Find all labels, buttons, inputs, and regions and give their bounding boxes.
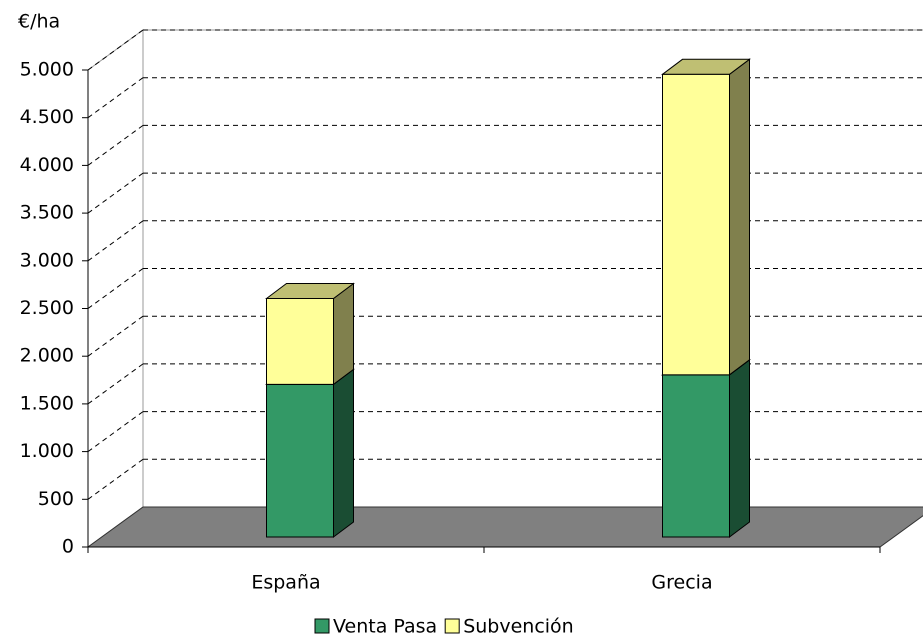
y-tick-label: 5.000 <box>20 59 74 81</box>
y-tick-label: 1.000 <box>20 440 74 462</box>
grid-line <box>87 458 144 500</box>
grid-line <box>87 363 144 405</box>
side-wall <box>87 29 144 548</box>
legend-label: Subvención <box>463 616 574 637</box>
grid-line <box>87 315 144 357</box>
grid-line <box>87 172 144 214</box>
y-tick-label: 4.500 <box>20 106 74 128</box>
bar <box>266 298 334 385</box>
x-tick-label: España <box>251 572 320 594</box>
y-tick-label: 2.000 <box>20 345 74 367</box>
y-tick-label: 1.500 <box>20 392 74 414</box>
bar <box>662 374 730 538</box>
y-tick-label: 2.500 <box>20 297 74 319</box>
x-tick-label: Grecia <box>651 572 712 594</box>
y-axis-label: €/ha <box>18 11 60 33</box>
y-tick-label: 4.000 <box>20 154 74 176</box>
bar-side <box>333 368 354 538</box>
bar <box>266 383 334 538</box>
grid-line <box>87 220 144 262</box>
y-tick-label: 3.000 <box>20 249 74 271</box>
bar-side <box>729 358 750 538</box>
bar-side <box>333 282 354 386</box>
bar-top <box>265 283 355 299</box>
bar-top <box>660 58 752 75</box>
grid-line <box>87 29 144 71</box>
legend-label: Venta Pasa <box>333 616 437 637</box>
bar <box>662 73 730 376</box>
grid-line <box>87 124 144 166</box>
floor <box>86 506 923 548</box>
grid-line <box>87 77 144 119</box>
bar-side <box>729 58 750 376</box>
y-tick-label: 500 <box>38 488 74 510</box>
y-tick-label: 0 <box>62 536 74 558</box>
legend-swatch <box>314 618 330 634</box>
legend-swatch <box>444 618 460 634</box>
y-tick-label: 3.500 <box>20 202 74 224</box>
grid-line <box>87 411 144 453</box>
grid-line <box>87 268 144 309</box>
